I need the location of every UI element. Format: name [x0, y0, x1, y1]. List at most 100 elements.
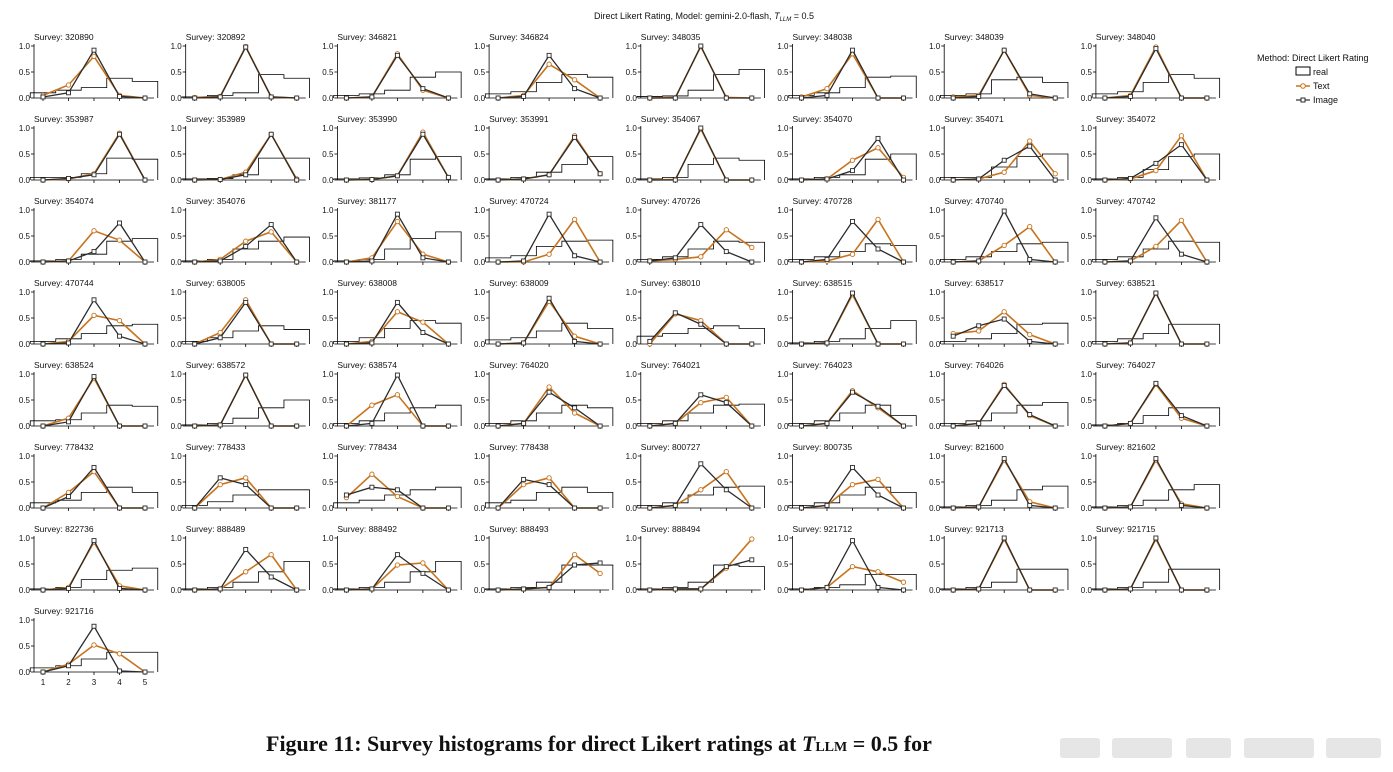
- text-series-line: [953, 48, 1056, 99]
- y-tick-label: 0.5: [929, 232, 941, 241]
- legend-image-marker: [1300, 97, 1306, 103]
- real-histogram: [181, 489, 310, 508]
- panel: Survey: 638515 0.0 0.5 1.0: [777, 278, 917, 349]
- image-point: [521, 586, 527, 592]
- text-series-line: [1104, 291, 1207, 345]
- panel-title: Survey: 764020: [489, 360, 549, 370]
- y-tick-label: 0.5: [626, 314, 638, 323]
- text-point: [571, 551, 578, 558]
- y-tick-label: 1.0: [626, 370, 638, 379]
- y-tick-label: 0.5: [777, 396, 789, 405]
- panel-title: Survey: 800727: [641, 442, 701, 452]
- y-tick-label: 0.0: [171, 176, 183, 185]
- text-point: [1153, 243, 1159, 250]
- image-point: [647, 587, 653, 593]
- y-tick-label: 0.5: [1081, 150, 1093, 159]
- image-point: [901, 259, 906, 265]
- redacted-text-block: [1060, 738, 1100, 758]
- image-point: [91, 172, 97, 178]
- real-histogram: [484, 74, 614, 98]
- y-tick-label: 0.0: [322, 422, 334, 431]
- real-histogram: [788, 75, 917, 98]
- panel-title: Survey: 638517: [944, 278, 1004, 288]
- image-point: [142, 505, 148, 511]
- panel: Survey: 888492 0.0 0.5 1.0: [322, 524, 462, 595]
- y-tick-label: 0.0: [929, 586, 941, 595]
- panel-title: Survey: 320892: [186, 32, 246, 42]
- image-point: [850, 464, 855, 470]
- y-tick-label: 0.5: [171, 68, 183, 77]
- image-point: [495, 423, 501, 429]
- real-histogram: [29, 157, 159, 180]
- suptitle-tail: = 0.5: [791, 11, 814, 21]
- panel: Survey: 821600 0.0 0.5 1.0: [929, 442, 1069, 513]
- y-tick-label: 0.0: [19, 340, 31, 349]
- image-point: [394, 173, 400, 179]
- text-point: [597, 570, 603, 577]
- text-point: [217, 481, 223, 488]
- text-point: [698, 399, 704, 406]
- image-point: [572, 253, 578, 259]
- redacted-text-block: [1244, 738, 1314, 758]
- image-point: [647, 505, 653, 511]
- real-histogram: [788, 486, 917, 508]
- image-point: [1153, 535, 1159, 541]
- image-point: [1204, 587, 1210, 593]
- image-point: [66, 585, 71, 591]
- y-tick-label: 1.0: [19, 124, 31, 133]
- image-point: [824, 502, 830, 508]
- y-tick-label: 1.0: [19, 616, 31, 625]
- text-point: [1027, 223, 1033, 230]
- image-point: [66, 175, 71, 181]
- y-tick-label: 0.0: [322, 258, 334, 267]
- caption-var: T: [801, 731, 816, 756]
- panel-title: Survey: 800735: [793, 442, 853, 452]
- panel: Survey: 353991 0.0 0.5 1.0: [474, 114, 614, 185]
- image-series-line: [346, 553, 449, 591]
- image-point: [698, 43, 704, 49]
- image-point: [546, 389, 552, 395]
- panel: Survey: 638517 0.0 0.5 1.0: [929, 278, 1069, 349]
- image-series-line: [42, 298, 146, 345]
- image-point: [546, 52, 552, 58]
- y-tick-label: 1.0: [929, 534, 941, 543]
- panel-title: Survey: 638521: [1096, 278, 1156, 288]
- panel-title: Survey: 348040: [1096, 32, 1156, 42]
- y-tick-label: 1.0: [626, 206, 638, 215]
- text-point: [243, 475, 249, 481]
- y-tick-label: 0.5: [474, 232, 486, 241]
- image-point: [850, 389, 855, 395]
- panel: Survey: 800735 0.0 0.5 1.0: [777, 442, 917, 513]
- image-point: [698, 321, 704, 327]
- image-point: [445, 505, 451, 511]
- image-point: [749, 505, 755, 511]
- image-point: [394, 211, 400, 217]
- panel: Survey: 381177 0.0 0.5 1.0: [322, 196, 462, 267]
- panel: Survey: 346824 0.0 0.5 1.0: [474, 32, 614, 103]
- image-point: [1027, 143, 1033, 149]
- legend-image-label: Image: [1313, 95, 1338, 105]
- image-point: [597, 560, 603, 566]
- y-tick-label: 0.0: [171, 422, 183, 431]
- image-point: [217, 177, 223, 182]
- image-point: [875, 403, 881, 409]
- image-point: [192, 177, 198, 183]
- y-tick-label: 1.0: [322, 206, 334, 215]
- panel-title: Survey: 470744: [34, 278, 94, 288]
- image-point: [495, 95, 501, 101]
- y-tick-label: 1.0: [626, 42, 638, 51]
- image-point: [1027, 502, 1033, 508]
- panel: Survey: 778434 0.0 0.5 1.0: [322, 442, 462, 513]
- image-point: [723, 400, 729, 406]
- image-point: [1052, 587, 1058, 593]
- panel-title: Survey: 354067: [641, 114, 701, 124]
- image-point: [1052, 95, 1058, 101]
- y-tick-label: 1.0: [171, 370, 183, 379]
- y-tick-label: 0.0: [626, 258, 638, 267]
- image-point: [117, 505, 122, 511]
- figure-caption: Figure 11: Survey histograms for direct …: [266, 731, 932, 757]
- image-point: [217, 335, 223, 341]
- y-tick-label: 0.0: [1081, 94, 1093, 103]
- image-point: [91, 297, 97, 303]
- text-point: [268, 551, 274, 558]
